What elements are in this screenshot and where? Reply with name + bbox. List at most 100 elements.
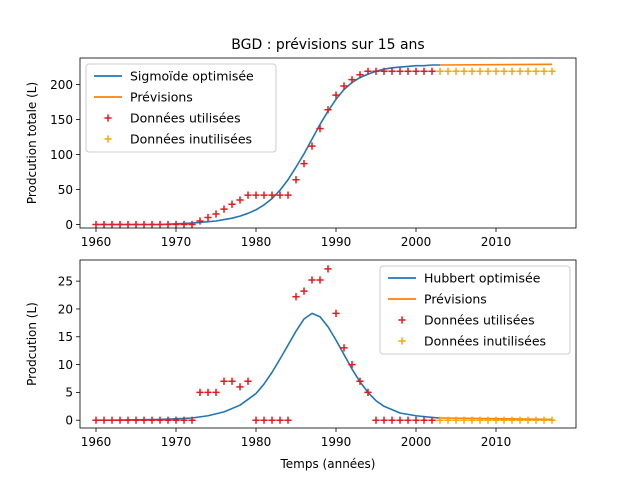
y-tick-label: 25 <box>58 274 73 288</box>
x-tick-label: 1970 <box>161 435 192 449</box>
data-point-donnees-inutilisees <box>492 416 500 424</box>
data-point-donnees-utilisees <box>260 191 268 199</box>
legend: Sigmoïde optimisée Prévisions Données util… <box>85 63 277 153</box>
data-point-donnees-inutilisees <box>484 67 492 75</box>
data-point-donnees-utilisees <box>268 416 276 424</box>
data-point-donnees-utilisees <box>412 67 420 75</box>
legend-entry-label: Données inutilisées <box>130 132 252 147</box>
data-point-donnees-utilisees <box>420 416 428 424</box>
data-point-donnees-utilisees <box>388 416 396 424</box>
x-axis-label: Temps (années) <box>280 457 376 471</box>
data-point-donnees-utilisees <box>316 276 324 284</box>
data-point-donnees-utilisees <box>308 142 316 150</box>
x-tick-label: 1980 <box>241 235 272 249</box>
data-point-donnees-utilisees <box>204 388 212 396</box>
data-point-donnees-inutilisees <box>476 416 484 424</box>
data-point-donnees-utilisees <box>324 106 332 114</box>
data-point-donnees-utilisees <box>412 416 420 424</box>
data-point-donnees-utilisees <box>156 220 164 228</box>
data-point-donnees-inutilisees <box>500 67 508 75</box>
data-point-donnees-utilisees <box>180 220 188 228</box>
data-point-donnees-inutilisees <box>452 67 460 75</box>
legend-box <box>379 265 571 355</box>
y-tick-label: 100 <box>50 148 73 162</box>
data-point-donnees-utilisees <box>92 416 100 424</box>
data-point-donnees-utilisees <box>148 220 156 228</box>
data-point-donnees-utilisees <box>132 416 140 424</box>
data-point-donnees-utilisees <box>308 276 316 284</box>
data-point-donnees-utilisees <box>332 91 340 99</box>
data-point-donnees-utilisees <box>364 388 372 396</box>
data-point-donnees-utilisees <box>164 220 172 228</box>
data-point-donnees-utilisees <box>396 67 404 75</box>
x-tick-label: 1980 <box>241 435 272 449</box>
legend-entry-label: Données utilisées <box>130 111 241 126</box>
x-tick-label: 1970 <box>161 235 192 249</box>
data-point-donnees-utilisees <box>212 388 220 396</box>
data-point-donnees-utilisees <box>380 67 388 75</box>
data-point-donnees-utilisees <box>228 200 236 208</box>
data-point-donnees-inutilisees <box>548 416 556 424</box>
data-point-donnees-utilisees <box>292 293 300 301</box>
data-point-donnees-utilisees <box>196 217 204 225</box>
data-point-donnees-utilisees <box>300 287 308 295</box>
data-point-donnees-utilisees <box>252 416 260 424</box>
legend-handle-marker <box>104 114 112 122</box>
data-point-donnees-utilisees <box>244 377 252 385</box>
legend-entry-label: Prévisions <box>130 90 193 105</box>
data-point-donnees-utilisees <box>316 125 324 133</box>
data-point-donnees-inutilisees <box>444 416 452 424</box>
data-point-donnees-inutilisees <box>460 67 468 75</box>
data-point-donnees-utilisees <box>156 416 164 424</box>
data-point-donnees-utilisees <box>196 388 204 396</box>
data-point-donnees-inutilisees <box>516 416 524 424</box>
data-point-donnees-utilisees <box>212 210 220 218</box>
legend-entry-label: Données inutilisées <box>424 334 546 349</box>
data-point-donnees-inutilisees <box>468 416 476 424</box>
y-tick-label: 0 <box>65 218 73 232</box>
legend: Hubbert optimisée Prévisions Données utili… <box>379 265 571 355</box>
data-point-donnees-utilisees <box>244 191 252 199</box>
data-point-donnees-inutilisees <box>532 67 540 75</box>
y-axis-label: Prodcution totale (L) <box>25 82 39 204</box>
data-point-donnees-inutilisees <box>484 416 492 424</box>
data-point-donnees-inutilisees <box>468 67 476 75</box>
data-point-donnees-utilisees <box>220 377 228 385</box>
data-point-donnees-utilisees <box>124 416 132 424</box>
data-point-donnees-inutilisees <box>500 416 508 424</box>
y-tick-label: 0 <box>65 414 73 428</box>
data-point-donnees-utilisees <box>204 213 212 222</box>
data-point-donnees-utilisees <box>220 205 228 213</box>
chart-title: BGD : prévisions sur 15 ans <box>231 37 424 53</box>
data-point-donnees-utilisees <box>140 220 148 228</box>
legend-handle-marker <box>398 337 406 345</box>
data-point-donnees-utilisees <box>292 176 300 184</box>
data-point-donnees-utilisees <box>356 377 364 385</box>
data-point-donnees-utilisees <box>348 360 356 369</box>
data-point-donnees-utilisees <box>340 82 348 90</box>
data-point-donnees-utilisees <box>276 191 284 199</box>
x-tick-label: 2010 <box>481 235 512 249</box>
data-point-donnees-utilisees <box>236 383 244 391</box>
legend-entry-label: Hubbert optimisée <box>424 271 541 286</box>
data-point-donnees-utilisees <box>364 67 372 75</box>
x-tick-label: 2000 <box>401 435 432 449</box>
data-point-donnees-utilisees <box>268 191 276 199</box>
data-point-donnees-utilisees <box>372 416 380 424</box>
data-point-donnees-utilisees <box>372 67 380 75</box>
data-point-donnees-utilisees <box>236 196 244 204</box>
data-point-donnees-utilisees <box>428 416 436 424</box>
axes-frame <box>79 57 577 229</box>
data-point-donnees-utilisees <box>172 220 180 228</box>
y-tick-label: 15 <box>58 330 73 344</box>
data-point-donnees-inutilisees <box>508 67 516 75</box>
data-point-donnees-utilisees <box>340 344 348 352</box>
data-point-donnees-utilisees <box>164 416 172 424</box>
data-point-donnees-utilisees <box>252 191 260 199</box>
data-point-donnees-utilisees <box>332 309 340 318</box>
data-point-donnees-utilisees <box>380 416 388 424</box>
x-tick-label: 1990 <box>321 235 352 249</box>
data-point-donnees-utilisees <box>276 416 284 424</box>
x-tick-label: 1960 <box>81 435 112 449</box>
